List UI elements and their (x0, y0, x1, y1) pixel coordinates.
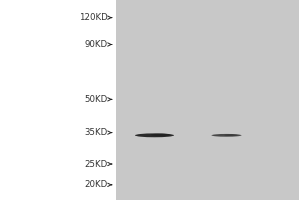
Text: 20KD: 20KD (85, 180, 108, 189)
Text: 25KD: 25KD (85, 160, 108, 169)
Ellipse shape (212, 134, 242, 137)
Text: 35KD: 35KD (85, 128, 108, 137)
Bar (116, 0, 298, 200)
Text: 50KD: 50KD (85, 95, 108, 104)
Ellipse shape (151, 134, 170, 136)
Text: 90KD: 90KD (85, 40, 108, 49)
Ellipse shape (135, 133, 174, 137)
Ellipse shape (224, 134, 238, 136)
Text: 120KD: 120KD (79, 13, 108, 22)
